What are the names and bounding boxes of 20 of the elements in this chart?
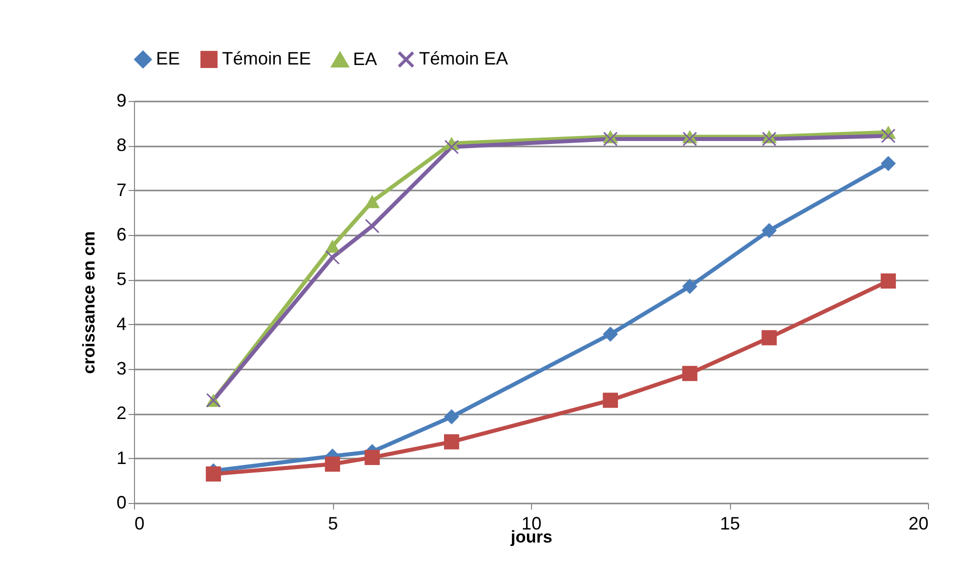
legend-label: Témoin EA bbox=[419, 48, 508, 68]
legend-label: EA bbox=[353, 48, 378, 69]
y-tick-label: 2 bbox=[116, 403, 126, 424]
legend-label: Témoin EE bbox=[222, 48, 312, 68]
y-tick-label: 4 bbox=[116, 314, 126, 334]
legend-label: EE bbox=[156, 48, 180, 68]
y-tick-label: 5 bbox=[116, 269, 126, 290]
y-tick-label: 3 bbox=[116, 358, 126, 378]
y-tick-label: 7 bbox=[116, 180, 126, 200]
y-tick-label: 6 bbox=[116, 224, 126, 244]
x-tick-label: 0 bbox=[134, 514, 145, 534]
y-tick-label: 0 bbox=[116, 492, 126, 512]
y-tick-label: 8 bbox=[116, 135, 126, 156]
x-tick-label: 5 bbox=[328, 514, 338, 534]
y-tick-label: 9 bbox=[116, 90, 126, 110]
x-tick-label: 10 bbox=[521, 514, 542, 534]
x-tick-label: 15 bbox=[720, 514, 740, 534]
x-tick-label: 20 bbox=[908, 514, 928, 534]
y-tick-label: 1 bbox=[116, 448, 126, 468]
y-axis-title: croissance en cm bbox=[79, 231, 98, 374]
